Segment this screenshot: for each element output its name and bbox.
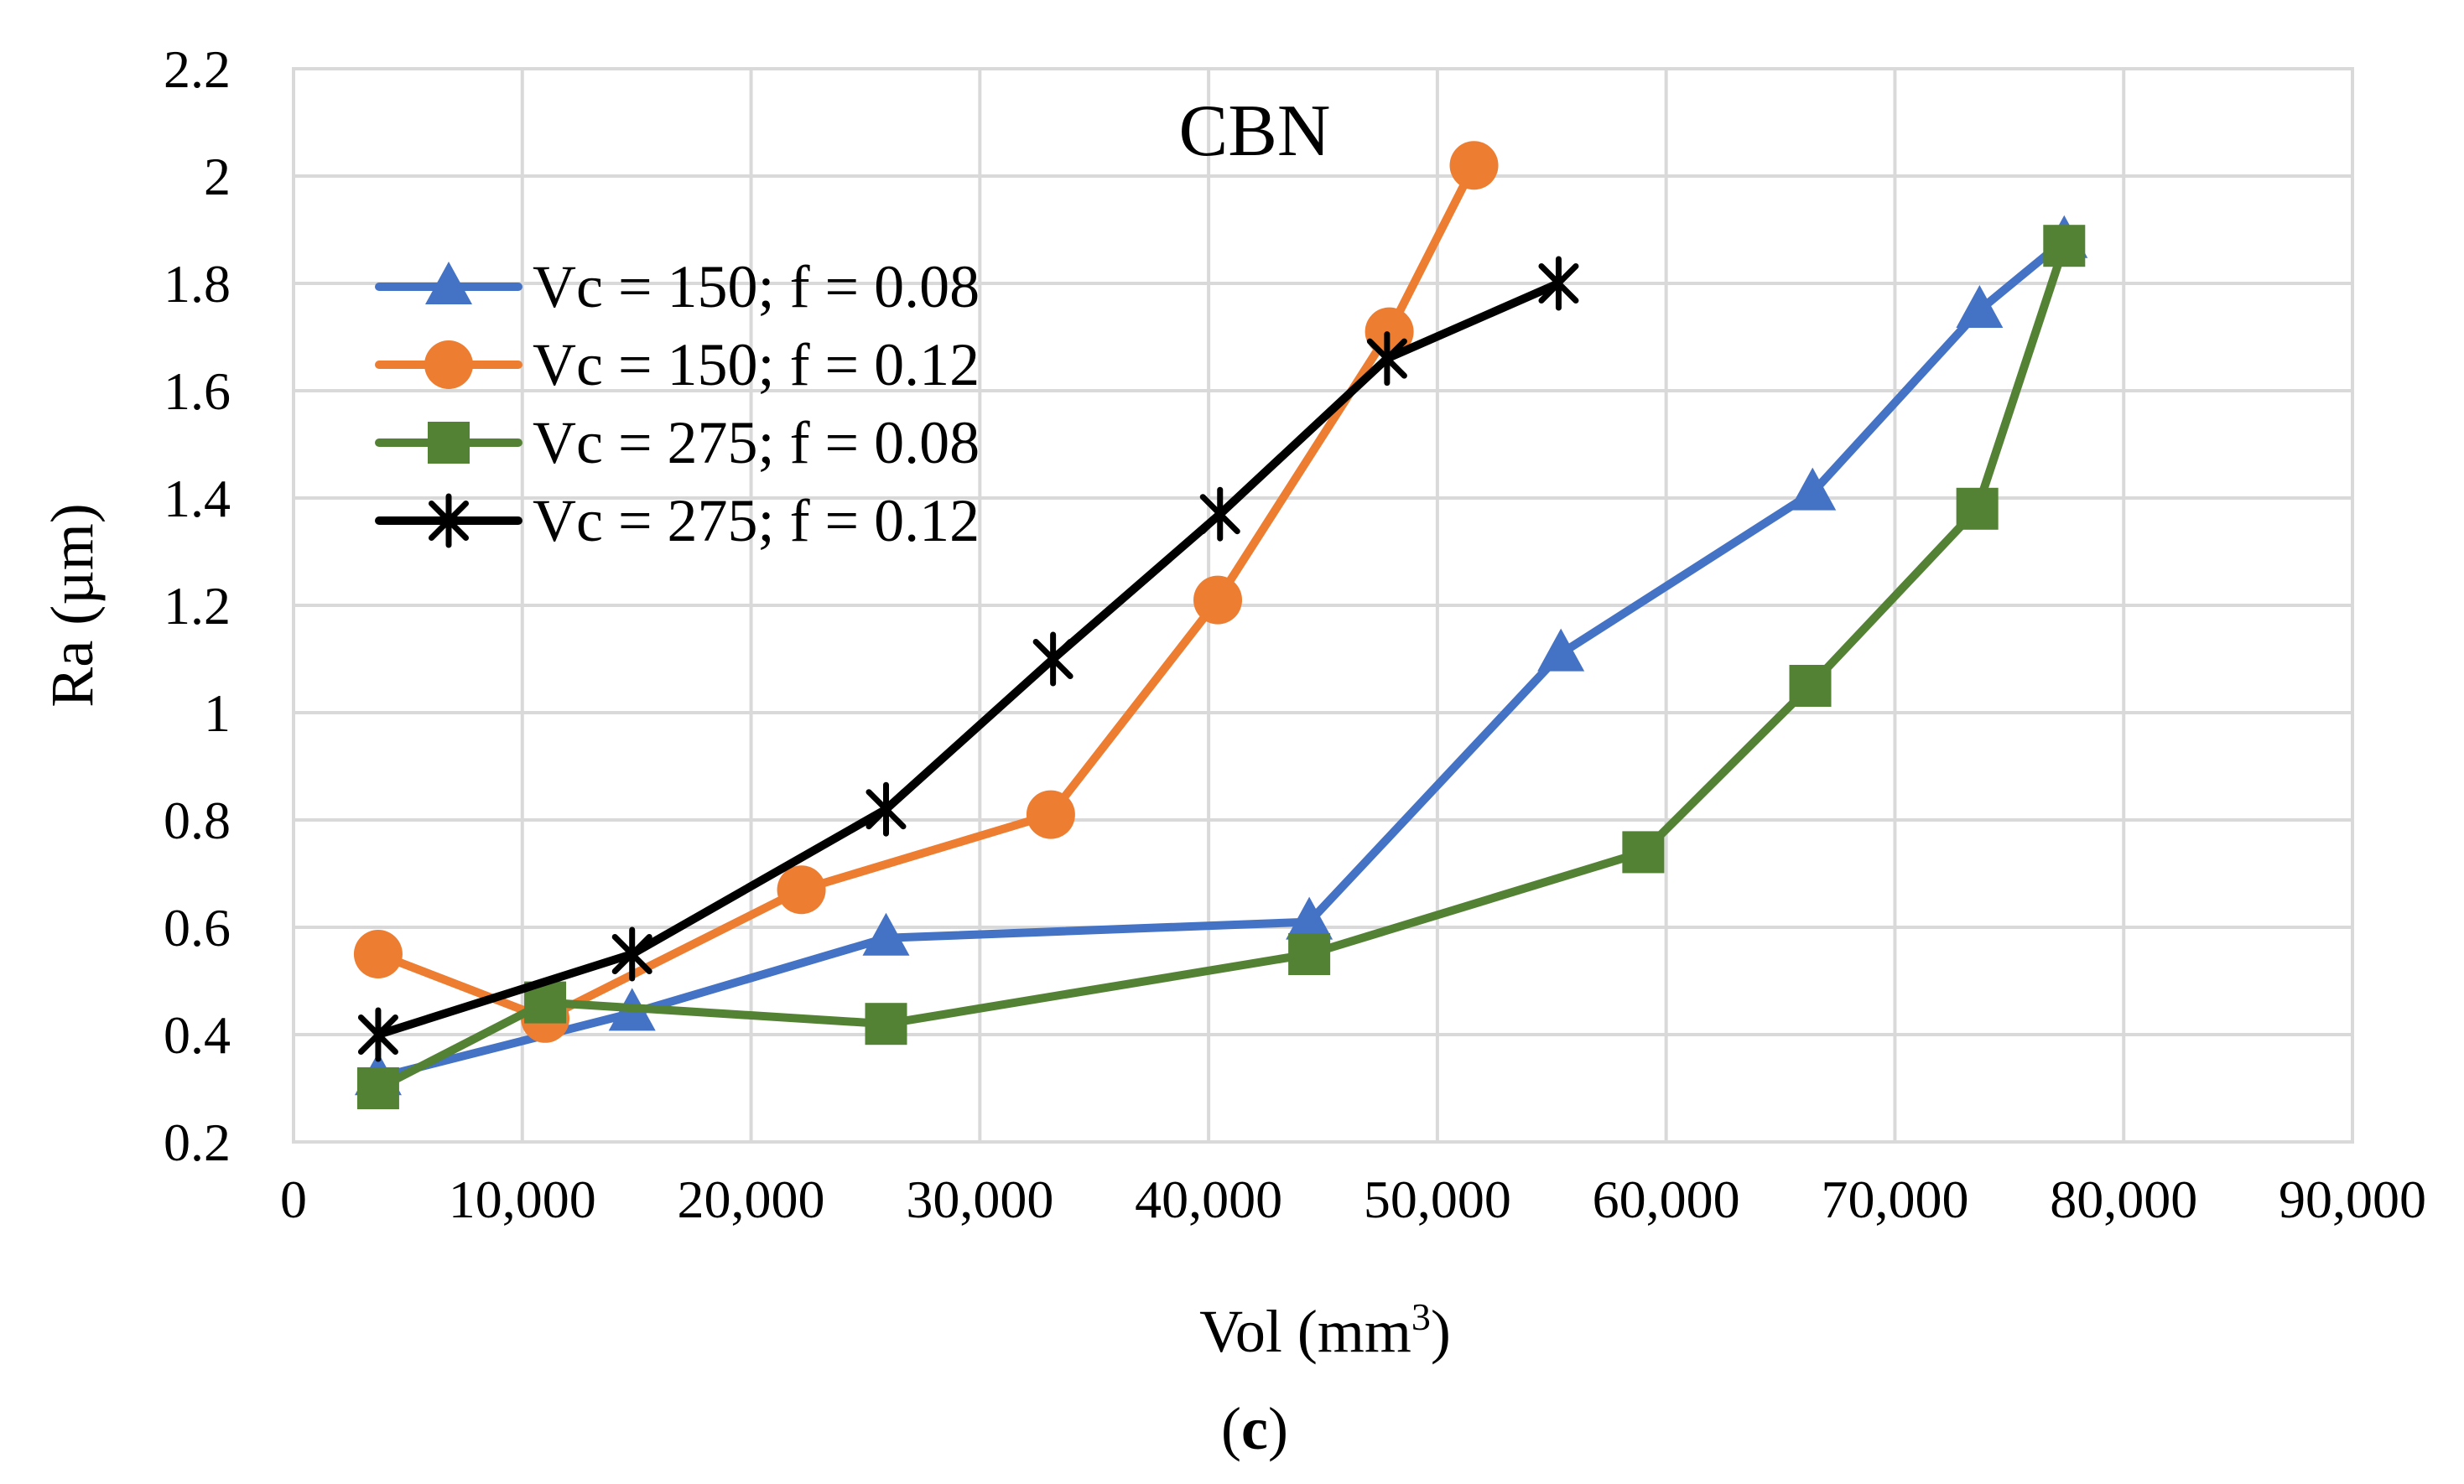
data-point <box>1538 256 1579 311</box>
caption-open: ( <box>1221 1395 1241 1462</box>
x-tick-label: 50,000 <box>1364 1170 1511 1229</box>
y-tick-label: 0.8 <box>164 791 231 850</box>
legend-item: Vc = 150; f = 0.12 <box>375 331 980 398</box>
x-tick-label: 10,000 <box>449 1170 596 1229</box>
y-tick-label: 0.2 <box>164 1113 231 1172</box>
series-vc-275-f-0-08 <box>356 225 2086 1109</box>
x-tick-label: 80,000 <box>2050 1170 2197 1229</box>
data-point <box>1956 285 2004 328</box>
x-axis-tick-labels: 0 10,000 20,000 30,000 40,000 50,000 60,000 70,… <box>280 1170 2426 1229</box>
data-point <box>353 930 403 978</box>
figure-caption: (c) <box>1221 1395 1288 1462</box>
legend-item: Vc = 150; f = 0.08 <box>375 253 980 320</box>
data-point <box>357 1007 398 1062</box>
x-tick-label: 30,000 <box>906 1170 1053 1229</box>
x-axis-title-superscript: 3 <box>1411 1295 1431 1338</box>
data-point <box>1956 487 1999 530</box>
data-point <box>1366 331 1407 387</box>
x-tick-label: 20,000 <box>678 1170 825 1229</box>
y-tick-label: 1 <box>204 683 231 743</box>
legend-label: Vc = 275; f = 0.08 <box>533 409 980 476</box>
data-point <box>1288 933 1331 975</box>
data-point <box>1193 575 1243 625</box>
legend: Vc = 150; f = 0.08 Vc = 150; f = 0.12 Vc =… <box>375 253 980 554</box>
y-tick-label: 0.4 <box>164 1005 231 1065</box>
data-point <box>2043 225 2086 267</box>
y-tick-label: 1.4 <box>164 469 231 528</box>
data-point <box>1622 831 1665 874</box>
x-tick-label: 70,000 <box>1821 1170 1968 1229</box>
data-point <box>1026 790 1075 839</box>
x-axis-title-close: ) <box>1431 1298 1451 1365</box>
series-line <box>373 241 2069 1092</box>
legend-marker <box>424 340 473 389</box>
legend-label: Vc = 150; f = 0.08 <box>533 253 980 320</box>
legend-marker <box>428 422 470 464</box>
data-point <box>1789 665 1832 707</box>
series-layer <box>353 141 2088 1109</box>
data-point <box>356 1067 399 1109</box>
legend-label: Vc = 275; f = 0.12 <box>533 487 980 554</box>
y-axis-title: Ra (µm) <box>39 503 106 707</box>
legend-label: Vc = 150; f = 0.12 <box>533 331 980 398</box>
caption-letter: c <box>1241 1395 1268 1462</box>
y-tick-label: 0.6 <box>164 898 231 957</box>
y-tick-label: 1.6 <box>164 361 231 421</box>
y-tick-label: 2.2 <box>164 39 231 99</box>
legend-item: Vc = 275; f = 0.12 <box>375 487 980 554</box>
series-line <box>373 236 2069 1082</box>
plot-area <box>292 67 2354 1144</box>
chart-title: CBN <box>1179 91 1331 172</box>
data-point <box>1199 486 1240 542</box>
y-axis-tick-labels: 0.2 0.4 0.6 0.8 1 1.2 1.4 1.6 1.8 2 2.2 <box>164 39 231 1172</box>
series-vc-275-f-0-12 <box>357 256 1579 1062</box>
x-axis-title: Vol (mm3) <box>1199 1295 1451 1365</box>
data-point <box>1537 628 1585 672</box>
x-tick-label: 40,000 <box>1135 1170 1282 1229</box>
x-tick-label: 0 <box>280 1170 307 1229</box>
legend-marker <box>428 493 470 548</box>
data-point <box>1286 896 1333 940</box>
data-point <box>862 912 910 956</box>
data-point <box>611 926 652 982</box>
data-point <box>1789 467 1837 511</box>
data-point <box>777 865 826 915</box>
legend-marker <box>425 262 472 304</box>
data-point <box>1449 141 1499 190</box>
x-tick-label: 60,000 <box>1593 1170 1740 1229</box>
data-point <box>865 1003 907 1046</box>
y-tick-label: 1.2 <box>164 576 231 636</box>
x-axis-title-text: Vol (mm <box>1199 1298 1411 1365</box>
x-tick-label: 90,000 <box>2279 1170 2426 1229</box>
y-tick-label: 1.8 <box>164 254 231 314</box>
data-point <box>1032 631 1073 687</box>
legend-item: Vc = 275; f = 0.08 <box>375 409 980 476</box>
y-tick-label: 2 <box>204 147 231 206</box>
data-point <box>866 781 907 837</box>
caption-close: ) <box>1268 1395 1288 1462</box>
